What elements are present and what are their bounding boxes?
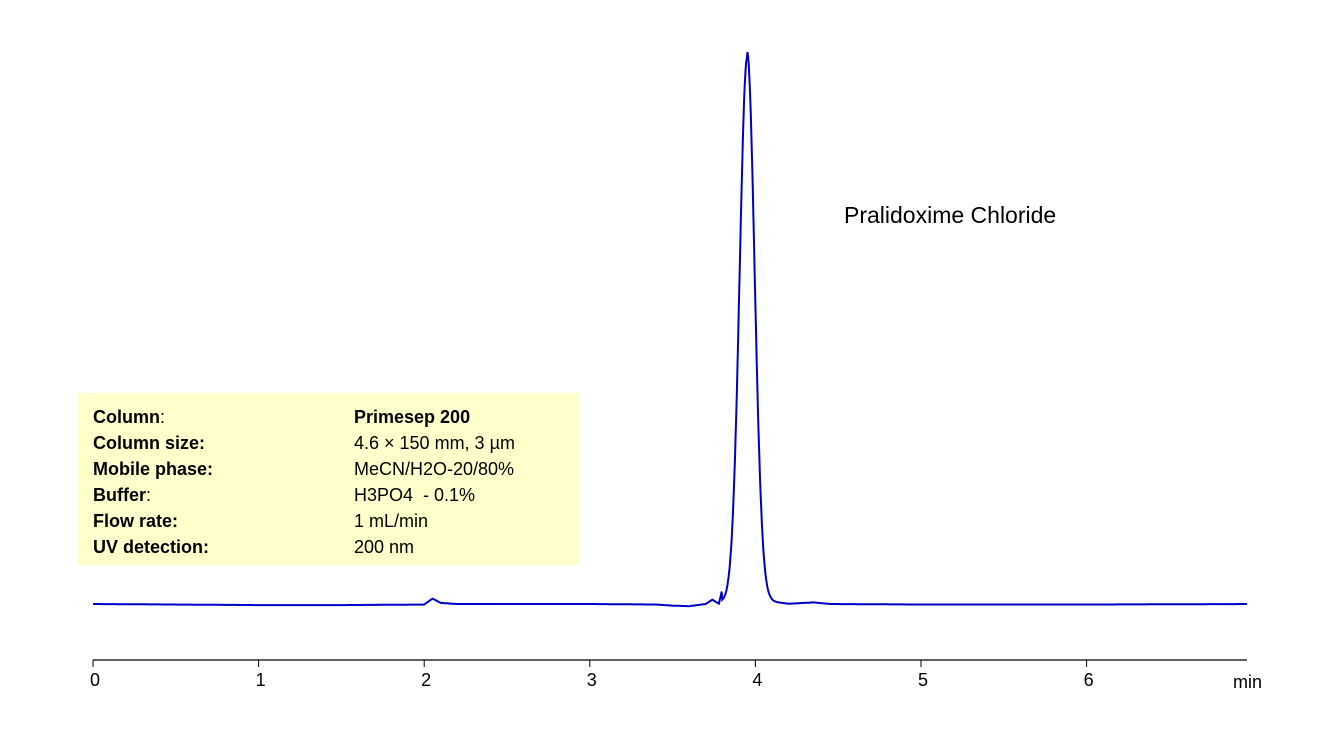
x-axis-tick-label: 1 xyxy=(255,670,266,690)
x-axis-tick-label: 2 xyxy=(421,670,432,690)
x-axis-tick-label: 5 xyxy=(917,670,929,690)
condition-value: 4.6 × 150 mm, 3 µm xyxy=(354,433,515,453)
x-axis-tick-label: 6 xyxy=(1083,670,1094,690)
peak-label: Pralidoxime Chloride xyxy=(844,202,1057,228)
x-axis-ticks xyxy=(92,660,1088,667)
x-axis-unit-label: min xyxy=(1233,672,1263,692)
condition-label: Mobile phase: xyxy=(93,459,214,479)
condition-label: Flow rate: xyxy=(93,511,179,531)
condition-value: Primesep 200 xyxy=(354,407,471,427)
condition-label: Column: xyxy=(93,407,166,427)
condition-value: H3PO4 - 0.1% xyxy=(354,485,476,505)
condition-value: 1 mL/min xyxy=(354,511,429,531)
x-axis-tick-label: 4 xyxy=(752,670,763,690)
x-axis-tick-label: 3 xyxy=(586,670,597,690)
conditions-panel: Column: Primesep 200 Column size: 4.6 × … xyxy=(78,393,579,565)
condition-label: Buffer: xyxy=(93,485,152,505)
condition-label: Column size: xyxy=(93,433,206,453)
x-axis-tick-label: 0 xyxy=(89,670,101,690)
chromatogram-trace xyxy=(93,51,1247,608)
condition-value: 200 nm xyxy=(354,537,415,557)
condition-value: MeCN/H2O-20/80% xyxy=(354,459,515,479)
condition-label: UV detection: xyxy=(93,537,210,557)
